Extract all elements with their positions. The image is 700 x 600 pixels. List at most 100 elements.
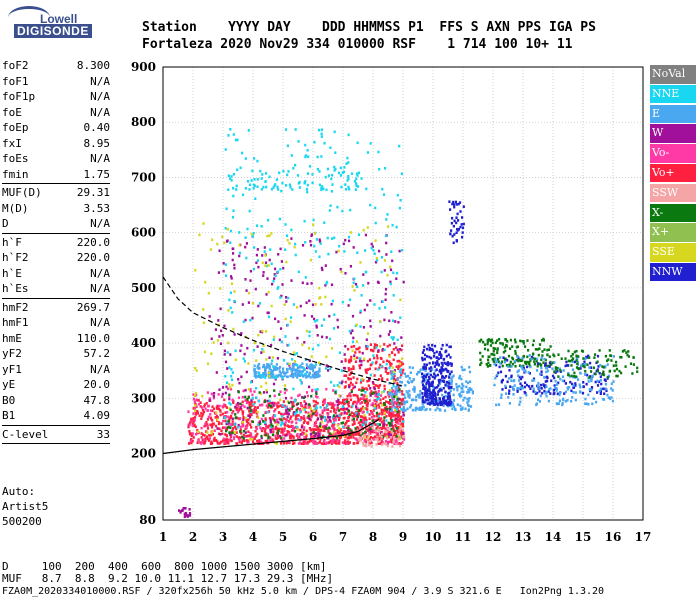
echo-point	[421, 396, 424, 400]
echo-point	[388, 355, 391, 358]
echo-point	[194, 416, 197, 419]
echo-point	[368, 439, 372, 443]
echo-point	[368, 358, 371, 361]
param-row: M(D) 3.53	[2, 201, 110, 217]
echo-point	[240, 332, 243, 335]
echo-point	[334, 440, 337, 443]
echo-point	[394, 386, 397, 389]
echo-point	[265, 293, 268, 296]
echo-point	[253, 390, 256, 393]
echo-point	[216, 416, 219, 419]
echo-point	[584, 402, 587, 405]
echo-point	[389, 391, 392, 394]
echo-point	[334, 167, 337, 171]
param-value: N/A	[90, 217, 110, 230]
echo-point	[424, 408, 427, 412]
echo-point	[265, 433, 268, 437]
echo-point	[247, 396, 250, 399]
echo-point	[521, 365, 524, 369]
echo-point	[362, 407, 366, 410]
echo-point	[236, 138, 239, 142]
echo-point	[347, 428, 350, 432]
echo-point	[315, 425, 318, 428]
param-row: yF1 N/A	[2, 362, 110, 378]
echo-point	[403, 393, 406, 397]
echo-point	[371, 381, 374, 384]
echo-point	[398, 348, 401, 351]
x-tick-label: 5	[279, 530, 287, 544]
echo-point	[611, 399, 614, 403]
echo-point	[585, 402, 589, 406]
echo-point	[355, 401, 359, 405]
echo-point	[377, 150, 380, 154]
echo-point	[562, 369, 565, 372]
echo-point	[590, 379, 593, 383]
echo-point	[387, 393, 390, 397]
echo-point	[347, 368, 351, 372]
echo-point	[608, 349, 611, 352]
echo-point	[258, 391, 261, 394]
echo-point	[532, 379, 536, 382]
echo-point	[385, 241, 388, 245]
echo-point	[266, 399, 269, 403]
echo-point	[395, 408, 398, 412]
echo-point	[206, 431, 209, 434]
echo-point	[367, 281, 370, 285]
echo-point	[506, 340, 509, 343]
echo-point	[251, 316, 254, 320]
echo-point	[346, 436, 349, 440]
echo-point	[328, 209, 331, 212]
echo-point	[374, 367, 377, 371]
echo-point	[283, 434, 286, 437]
echo-point	[377, 393, 381, 396]
echo-point	[363, 440, 366, 443]
echo-point	[309, 432, 312, 436]
echo-point	[299, 378, 302, 382]
echo-point	[303, 181, 306, 184]
echo-point	[301, 244, 305, 247]
echo-point	[440, 389, 443, 392]
echo-point	[209, 423, 212, 427]
echo-point	[264, 261, 268, 264]
echo-point	[219, 433, 222, 436]
echo-point	[569, 359, 572, 363]
echo-point	[210, 440, 213, 444]
echo-point	[365, 371, 368, 375]
echo-point	[367, 443, 371, 447]
echo-point	[360, 363, 363, 367]
echo-point	[554, 379, 557, 383]
echo-point	[242, 320, 245, 323]
echo-point	[361, 441, 364, 445]
echo-point	[269, 429, 272, 432]
echo-point	[496, 351, 499, 355]
echo-point	[312, 375, 315, 379]
echo-point	[346, 431, 349, 435]
echo-point	[381, 348, 384, 351]
echo-point	[468, 397, 471, 400]
echo-point	[452, 399, 456, 402]
echo-point	[424, 365, 427, 369]
echo-point	[321, 268, 324, 272]
echo-point	[330, 190, 333, 193]
echo-point	[325, 427, 328, 430]
echo-point	[230, 175, 233, 178]
echo-point	[413, 385, 416, 389]
echo-point	[289, 417, 292, 420]
echo-point	[379, 334, 382, 338]
echo-point	[193, 394, 196, 397]
echo-point	[341, 401, 344, 404]
echo-point	[559, 369, 562, 372]
echo-point	[346, 400, 349, 404]
echo-point	[308, 371, 311, 375]
echo-point	[437, 363, 440, 367]
param-name: hmF1	[2, 316, 29, 329]
echo-point	[339, 174, 342, 177]
echo-point	[360, 393, 363, 397]
echo-point	[390, 372, 393, 375]
echo-point	[501, 364, 504, 368]
echo-point	[335, 250, 338, 254]
echo-point	[357, 431, 360, 435]
echo-point	[417, 371, 420, 374]
echo-point	[300, 372, 303, 376]
echo-point	[213, 436, 216, 440]
